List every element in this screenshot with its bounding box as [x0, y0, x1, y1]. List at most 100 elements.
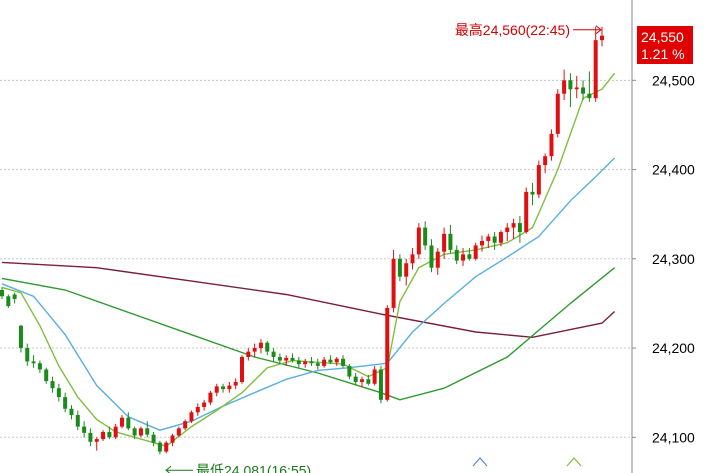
candle-body — [555, 93, 560, 134]
candle — [31, 355, 36, 368]
high-arrow-icon — [573, 25, 602, 35]
candle-body — [271, 351, 276, 357]
candle — [360, 376, 364, 388]
candle — [18, 324, 23, 353]
candle — [183, 419, 188, 431]
candle — [347, 364, 352, 380]
candle-body — [82, 426, 87, 433]
candle-body — [214, 386, 219, 393]
candle-body — [56, 388, 61, 398]
candle — [423, 221, 428, 250]
candle-body — [581, 87, 586, 94]
candle-body — [448, 233, 453, 250]
candle-body — [328, 359, 333, 363]
candle-body — [347, 365, 352, 377]
y-axis-ticks: 24,100 24,200 24,300 24,400 24,500 — [632, 72, 695, 445]
candle-body — [252, 348, 257, 352]
candle-body — [391, 258, 396, 308]
y-tick-label: 24,100 — [652, 429, 695, 445]
candle — [574, 75, 579, 99]
moving-average-line — [1, 267, 616, 401]
candle — [189, 410, 194, 424]
candle-body — [536, 165, 541, 195]
candle-body — [164, 442, 169, 452]
candle — [56, 383, 61, 402]
candle — [530, 182, 535, 206]
candle-body — [442, 233, 447, 252]
candle-body — [107, 431, 112, 438]
candle-body — [101, 431, 106, 440]
candle-body — [360, 379, 364, 382]
candle-body — [296, 360, 301, 365]
candle — [126, 412, 131, 431]
candle — [366, 374, 371, 386]
y-tick-label: 24,500 — [652, 72, 695, 88]
candle — [448, 224, 453, 254]
candle-body — [429, 245, 434, 268]
candle-body — [454, 249, 459, 261]
candle — [568, 73, 573, 108]
last-change: 1.21 % — [641, 46, 685, 62]
candle-body — [378, 369, 383, 400]
candle — [265, 340, 270, 356]
candle — [233, 378, 238, 390]
candle — [113, 423, 118, 440]
candle-body — [12, 294, 17, 299]
candle-body — [44, 369, 49, 382]
candle-body — [145, 428, 150, 435]
candle — [555, 89, 560, 138]
candle-body — [31, 361, 36, 364]
candle-body — [517, 223, 522, 233]
candle-body — [309, 361, 314, 364]
candle-body — [227, 385, 232, 390]
candle — [88, 428, 93, 447]
candle-body — [524, 191, 529, 233]
candle — [315, 358, 320, 370]
candle — [397, 254, 402, 282]
grid-lines — [0, 79, 632, 438]
candle-body — [75, 414, 80, 427]
candle-body — [94, 439, 99, 442]
candle — [284, 355, 289, 366]
candle-body — [511, 223, 516, 228]
candle-body — [416, 227, 421, 255]
candle — [353, 373, 358, 386]
candle-body — [183, 421, 188, 429]
candle — [536, 160, 541, 199]
candle — [132, 426, 137, 440]
candle — [600, 26, 604, 47]
candle — [214, 383, 219, 397]
candle-body — [63, 397, 68, 409]
y-tick-label: 24,300 — [652, 251, 695, 267]
candle-body — [277, 356, 282, 361]
candle-body — [37, 363, 42, 370]
candle-body — [170, 435, 175, 443]
candle — [549, 129, 554, 161]
candle — [221, 383, 226, 393]
candle-body — [543, 156, 548, 166]
candle — [492, 232, 497, 250]
candle — [277, 353, 282, 365]
candle-body — [151, 434, 156, 443]
candle — [498, 230, 503, 247]
candle-body — [18, 325, 23, 349]
candle — [63, 392, 68, 413]
candle — [50, 376, 55, 393]
y-tick-label: 24,400 — [652, 162, 695, 178]
candle-body — [600, 35, 604, 41]
candle-body — [530, 191, 535, 195]
candle — [480, 235, 484, 252]
candle-body — [587, 93, 592, 99]
candle-body — [240, 356, 244, 382]
triangle-marker-icon — [472, 457, 488, 467]
candle-body — [195, 406, 200, 413]
candle — [581, 80, 586, 100]
candle-body — [498, 232, 503, 243]
candle — [334, 356, 339, 366]
candle-body — [157, 442, 162, 452]
candle — [404, 258, 409, 286]
candle-body — [132, 428, 137, 436]
candle — [562, 69, 567, 100]
candle-body — [461, 254, 466, 261]
